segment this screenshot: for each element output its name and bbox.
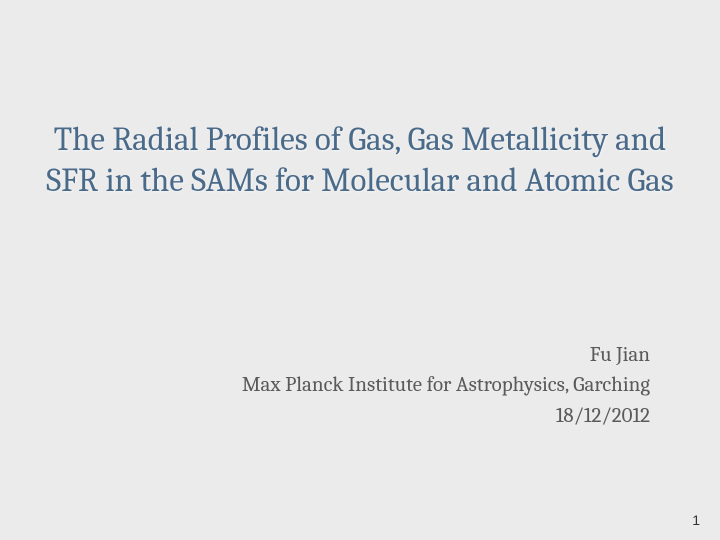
affiliation: Max Planck Institute for Astrophysics, G… <box>242 370 650 400</box>
slide-container: The Radial Profiles of Gas, Gas Metallic… <box>0 0 720 540</box>
author-block: Fu Jian Max Planck Institute for Astroph… <box>242 340 650 431</box>
page-number: 1 <box>692 512 700 528</box>
author-name: Fu Jian <box>242 340 650 370</box>
presentation-date: 18/12/2012 <box>242 401 650 431</box>
slide-title: The Radial Profiles of Gas, Gas Metallic… <box>40 120 680 203</box>
